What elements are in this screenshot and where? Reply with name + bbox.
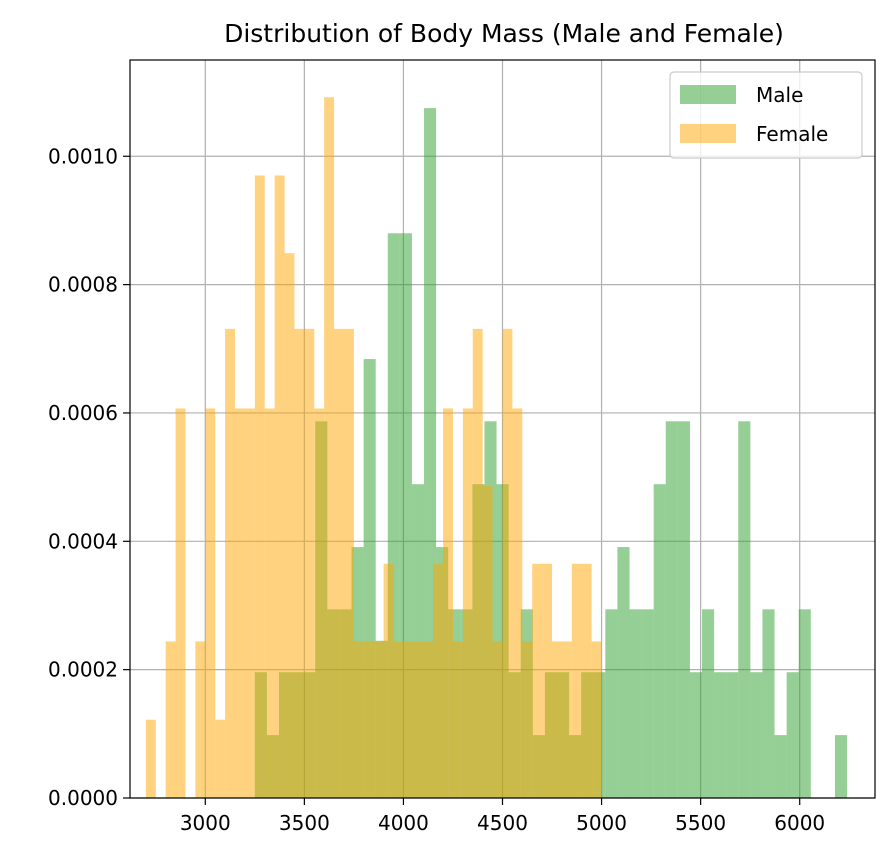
bars-layer bbox=[145, 97, 848, 799]
bar-female bbox=[274, 175, 285, 798]
bar-female bbox=[363, 641, 374, 798]
bar-female bbox=[145, 719, 156, 798]
y-tick-label: 0.0010 bbox=[48, 144, 118, 168]
bar-female bbox=[502, 328, 513, 798]
bar-female bbox=[244, 408, 255, 798]
bar-male bbox=[798, 609, 811, 798]
y-tick-label: 0.0002 bbox=[48, 658, 118, 682]
bar-female bbox=[492, 641, 503, 798]
bar-male bbox=[617, 547, 630, 798]
bar-male bbox=[738, 421, 751, 798]
bar-female bbox=[462, 408, 473, 798]
x-tick-label: 5500 bbox=[675, 811, 726, 835]
bar-female bbox=[334, 328, 344, 798]
legend-label-male: Male bbox=[756, 83, 803, 107]
bar-male bbox=[714, 672, 727, 798]
bar-female bbox=[403, 641, 414, 798]
y-tick-label: 0.0000 bbox=[48, 786, 118, 810]
bar-male bbox=[834, 735, 848, 798]
bar-female bbox=[433, 563, 444, 798]
bar-male bbox=[641, 609, 654, 798]
bar-female bbox=[294, 328, 305, 798]
bar-female bbox=[552, 641, 562, 798]
x-tick-label: 4500 bbox=[477, 811, 528, 835]
bar-male bbox=[774, 735, 787, 798]
bar-female bbox=[581, 563, 592, 798]
y-tick-label: 0.0008 bbox=[48, 273, 118, 297]
x-tick-label: 5000 bbox=[576, 811, 627, 835]
bar-female bbox=[304, 328, 315, 798]
bar-male bbox=[750, 672, 763, 798]
bar-female bbox=[482, 486, 493, 798]
bar-male bbox=[424, 108, 437, 798]
bar-female bbox=[443, 408, 453, 798]
y-tick-label: 0.0006 bbox=[48, 401, 118, 425]
bar-male bbox=[605, 609, 618, 798]
bar-female bbox=[561, 641, 572, 798]
legend: Male Female bbox=[669, 71, 863, 159]
y-tick-label: 0.0004 bbox=[48, 529, 118, 553]
bar-male bbox=[629, 609, 642, 798]
bar-female bbox=[423, 641, 434, 798]
bar-female bbox=[175, 408, 186, 798]
bar-female bbox=[591, 641, 602, 798]
bar-male bbox=[762, 609, 775, 798]
legend-swatch-male bbox=[680, 85, 736, 104]
bar-male bbox=[653, 484, 666, 798]
bar-female bbox=[472, 328, 483, 798]
bar-female bbox=[542, 563, 553, 798]
x-tick-label: 3000 bbox=[180, 811, 231, 835]
bar-female bbox=[195, 641, 206, 798]
bar-female bbox=[264, 408, 275, 798]
bar-male bbox=[786, 672, 799, 798]
bar-female bbox=[353, 641, 364, 798]
legend-swatch-female bbox=[680, 124, 736, 143]
x-axis: 3000 3500 4000 4500 5000 5500 6000 bbox=[180, 798, 825, 835]
bar-male bbox=[689, 672, 703, 798]
bar-female bbox=[571, 563, 582, 798]
bar-female bbox=[284, 253, 295, 799]
bar-female bbox=[413, 641, 424, 798]
bar-female bbox=[324, 97, 335, 798]
bar-male bbox=[702, 609, 715, 798]
bar-female bbox=[254, 175, 265, 798]
bar-female bbox=[522, 641, 533, 798]
bar-female bbox=[205, 408, 216, 798]
bar-female bbox=[532, 563, 543, 798]
bar-female bbox=[393, 641, 404, 798]
bar-female bbox=[383, 563, 394, 798]
bar-female bbox=[314, 408, 325, 798]
bar-female bbox=[512, 408, 523, 798]
x-tick-label: 4000 bbox=[378, 811, 429, 835]
bar-female bbox=[452, 641, 463, 798]
x-tick-label: 6000 bbox=[774, 811, 825, 835]
y-axis: 0.0000 0.0002 0.0004 0.0006 0.0008 0.0010 bbox=[48, 144, 130, 810]
legend-label-female: Female bbox=[756, 122, 828, 146]
bar-female bbox=[215, 719, 226, 798]
bar-female bbox=[225, 328, 236, 798]
bar-female bbox=[235, 408, 245, 798]
chart-title: Distribution of Body Mass (Male and Fema… bbox=[224, 19, 784, 48]
bar-male bbox=[677, 421, 690, 798]
x-tick-label: 3500 bbox=[279, 811, 330, 835]
bar-female bbox=[373, 641, 384, 798]
bar-male bbox=[665, 421, 678, 798]
bar-male bbox=[726, 672, 739, 798]
bar-female bbox=[343, 328, 354, 798]
bar-female bbox=[165, 641, 176, 798]
